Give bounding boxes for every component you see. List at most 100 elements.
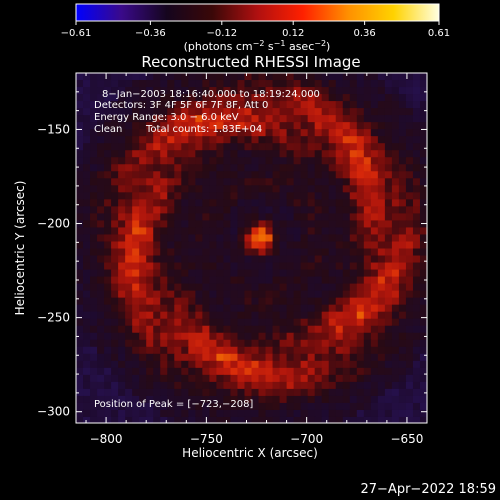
heatmap-cell <box>398 262 407 271</box>
heatmap-cell <box>167 199 175 207</box>
heatmap-cell <box>419 108 427 116</box>
heatmap-cell <box>181 388 189 397</box>
heatmap-cell <box>251 402 260 411</box>
heatmap-cell <box>300 367 309 376</box>
heatmap-cell <box>279 367 288 376</box>
footer-date: 27−Apr−2022 18:59 <box>361 482 497 497</box>
heatmap-cell <box>230 129 239 137</box>
heatmap-cell <box>244 157 253 165</box>
heatmap-cell <box>195 269 203 278</box>
heatmap-cell <box>293 80 302 88</box>
heatmap-cell <box>363 381 372 390</box>
heatmap-cell <box>384 395 393 404</box>
heatmap-cell <box>104 241 112 250</box>
heatmap-cell <box>244 178 253 186</box>
heatmap-cell <box>237 402 246 411</box>
heatmap-cell <box>293 276 302 285</box>
heatmap-cell <box>230 304 239 313</box>
heatmap-cell <box>272 409 281 418</box>
heatmap-cell <box>83 73 91 81</box>
heatmap-cell <box>216 178 225 186</box>
heatmap-cell <box>230 353 239 362</box>
heatmap-cell <box>174 185 182 193</box>
heatmap-cell <box>174 129 182 137</box>
heatmap-cell <box>307 339 316 348</box>
heatmap-cell <box>265 367 274 376</box>
heatmap-cell <box>265 227 274 236</box>
heatmap-cell <box>230 311 239 320</box>
heatmap-cell <box>153 325 161 334</box>
heatmap-cell <box>251 269 260 278</box>
heatmap-cell <box>76 318 84 327</box>
heatmap-cell <box>391 80 400 88</box>
heatmap-cell <box>272 199 281 207</box>
heatmap-cell <box>132 192 140 200</box>
heatmap-cell <box>321 318 330 327</box>
heatmap-cell <box>160 192 168 200</box>
heatmap-cell <box>349 409 358 418</box>
heatmap-cell <box>349 108 358 116</box>
heatmap-cell <box>90 241 98 250</box>
heatmap-cell <box>335 150 344 158</box>
heatmap-cell <box>223 185 232 193</box>
heatmap-cell <box>230 115 239 123</box>
heatmap-cell <box>195 241 203 250</box>
heatmap-cell <box>188 388 196 397</box>
heatmap-cell <box>146 297 154 306</box>
heatmap-cell <box>321 87 330 95</box>
heatmap-cell <box>363 262 372 271</box>
heatmap-cell <box>209 262 217 271</box>
heatmap-cell <box>132 255 140 264</box>
heatmap-cell <box>111 94 119 102</box>
heatmap-cell <box>146 234 154 243</box>
heatmap-cell <box>251 346 260 355</box>
heatmap-cell <box>265 297 274 306</box>
heatmap-cell <box>230 94 239 102</box>
heatmap-cell <box>146 325 154 334</box>
heatmap-cell <box>97 136 105 144</box>
heatmap-cell <box>391 304 400 313</box>
heatmap-cell <box>76 150 84 158</box>
heatmap-cell <box>398 416 407 423</box>
heatmap-cell <box>293 101 302 109</box>
heatmap-cell <box>300 80 309 88</box>
heatmap-cell <box>258 241 267 250</box>
heatmap-cell <box>188 157 196 165</box>
heatmap-cell <box>216 276 225 285</box>
heatmap-cell <box>125 143 133 151</box>
heatmap-cell <box>160 227 168 236</box>
heatmap-cell <box>111 143 119 151</box>
heatmap-cell <box>160 276 168 285</box>
heatmap-cell <box>167 262 175 271</box>
heatmap-cell <box>328 395 337 404</box>
heatmap-cell <box>125 269 133 278</box>
heatmap-cell <box>405 311 414 320</box>
heatmap-cell <box>419 262 427 271</box>
heatmap-cell <box>370 325 379 334</box>
heatmap-cell <box>167 416 175 423</box>
colorbar-ticks: −0.61 −0.36 −0.12 0.12 0.36 0.61 <box>61 21 450 39</box>
heatmap-cell <box>258 87 267 95</box>
heatmap-cell <box>258 311 267 320</box>
heatmap-cell <box>188 283 196 292</box>
heatmap-cell <box>104 178 112 186</box>
heatmap-cell <box>258 276 267 285</box>
heatmap-cell <box>104 332 112 341</box>
heatmap-cell <box>195 94 203 102</box>
heatmap-cell <box>279 262 288 271</box>
heatmap-cell <box>97 185 105 193</box>
heatmap-cell <box>76 332 84 341</box>
heatmap-cell <box>293 318 302 327</box>
heatmap-cell <box>265 346 274 355</box>
heatmap-cell <box>293 283 302 292</box>
heatmap-cell <box>328 409 337 418</box>
heatmap-cell <box>349 73 358 81</box>
heatmap-cell <box>405 381 414 390</box>
heatmap-cell <box>209 276 217 285</box>
heatmap-cell <box>335 311 344 320</box>
heatmap-cell <box>363 388 372 397</box>
heatmap-cell <box>307 73 316 81</box>
heatmap-cell <box>398 80 407 88</box>
heatmap-cell <box>356 339 365 348</box>
